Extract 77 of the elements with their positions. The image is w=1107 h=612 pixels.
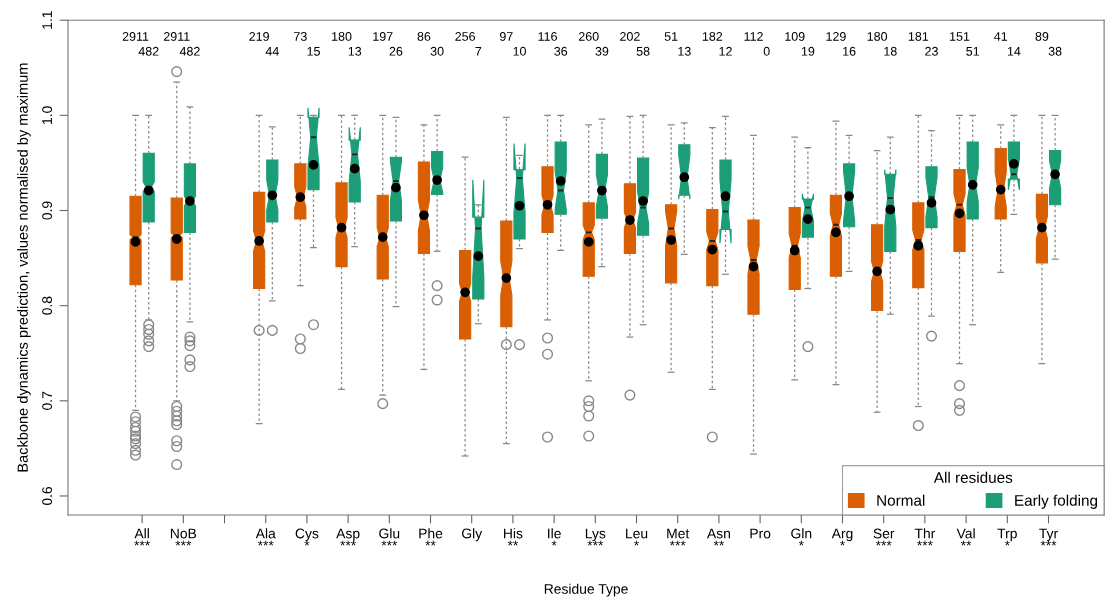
x-tick-label: Asn ** <box>706 528 730 546</box>
text: 180 <box>332 32 352 41</box>
text: 2911 <box>122 32 149 41</box>
x-tick-label: Cys * <box>295 528 319 546</box>
x-tick-label: Ile * <box>548 528 561 546</box>
text: 30 <box>430 46 444 56</box>
x-tick-label: Ser *** <box>873 528 895 546</box>
text: 41 <box>994 32 1008 41</box>
x-tick-label: NoB *** <box>170 528 197 546</box>
text: 51 <box>664 32 678 41</box>
y-tick-label: 0.7 <box>42 391 53 410</box>
y-tick-label: 1.0 <box>42 106 53 124</box>
text: 13 <box>348 46 362 56</box>
text: 18 <box>884 46 897 56</box>
text: 151 <box>950 32 970 41</box>
text: 197 <box>373 32 393 41</box>
text: 10 <box>513 46 526 56</box>
text: 23 <box>925 46 938 56</box>
y-tick-label: 0.9 <box>42 201 53 220</box>
text: 112 <box>744 32 763 41</box>
text: 12 <box>719 46 732 56</box>
x-tick-label: All *** <box>134 528 151 546</box>
x-tick-label: Gln * <box>791 528 812 546</box>
legend-label: Early folding <box>1015 494 1098 509</box>
x-tick-label: Pro <box>750 528 771 539</box>
text: 39 <box>595 46 609 56</box>
text: 58 <box>636 46 650 56</box>
y-tick-label: 0.8 <box>42 296 53 315</box>
y-tick-label: 1.1 <box>42 11 52 29</box>
text: 73 <box>294 32 307 41</box>
text: 129 <box>826 32 846 41</box>
x-tick-label: Glu *** <box>379 528 400 546</box>
text: 482 <box>179 46 200 56</box>
text: 180 <box>867 32 888 41</box>
x-tick-label: His ** <box>504 528 523 546</box>
x-tick-label: Trp * <box>997 528 1017 546</box>
text: 7 <box>475 46 482 56</box>
x-axis-title: Residue Type <box>544 583 628 597</box>
text: 44 <box>265 46 279 56</box>
text: 51 <box>966 46 980 56</box>
x-tick-label: Tyr *** <box>1039 528 1058 546</box>
y-axis-title: Backbone dynamics prediction, values normalised by maximum <box>17 63 31 472</box>
text: 0 <box>763 46 770 56</box>
x-tick-label: Leu * <box>626 528 648 546</box>
x-tick-label: Asp *** <box>336 528 360 546</box>
text: 13 <box>678 46 691 56</box>
text: 219 <box>249 32 269 41</box>
text: 109 <box>785 32 805 41</box>
text: 97 <box>499 32 513 41</box>
x-tick-label: Phe ** <box>419 528 443 546</box>
x-tick-label: Lys *** <box>585 528 606 546</box>
x-tick-label: Ala *** <box>255 528 276 546</box>
x-tick-label: Arg * <box>831 528 853 546</box>
text: 15 <box>307 46 320 56</box>
text: 36 <box>554 46 568 56</box>
x-tick-label: Thr *** <box>914 528 936 546</box>
x-tick-label: Gly <box>462 528 483 542</box>
text: 89 <box>1035 32 1049 41</box>
text: 2911 <box>163 32 190 41</box>
y-tick-label: 0.6 <box>42 486 53 506</box>
text: 16 <box>843 46 856 56</box>
legend-label: Normal <box>877 494 925 506</box>
text: 38 <box>1048 46 1062 56</box>
text: 19 <box>801 46 815 56</box>
text: 482 <box>138 46 159 56</box>
text: 202 <box>620 32 640 41</box>
x-tick-label: Met *** <box>667 528 690 546</box>
legend-title: All residues <box>933 471 1013 483</box>
text: 26 <box>389 46 403 56</box>
x-tick-label: Val ** <box>956 528 975 546</box>
text: 116 <box>538 32 557 41</box>
text: 256 <box>455 32 476 41</box>
text: 182 <box>702 32 723 41</box>
text: 260 <box>578 32 599 41</box>
text: 86 <box>417 32 431 41</box>
text: 14 <box>1007 46 1021 56</box>
text: 181 <box>908 32 929 41</box>
